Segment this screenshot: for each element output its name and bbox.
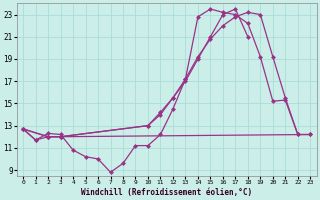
- X-axis label: Windchill (Refroidissement éolien,°C): Windchill (Refroidissement éolien,°C): [81, 188, 252, 197]
